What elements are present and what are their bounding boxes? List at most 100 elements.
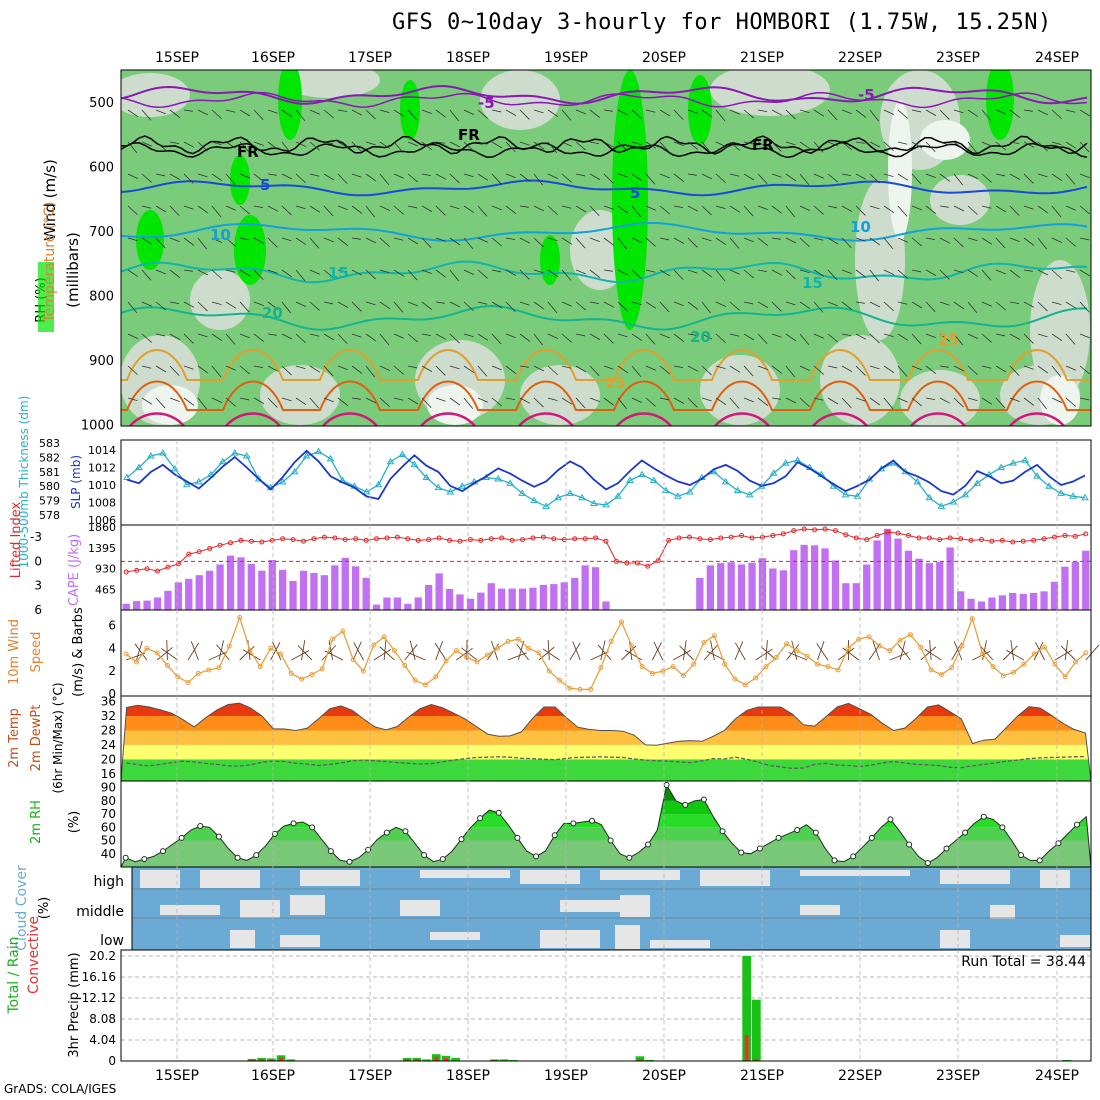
thickness-point: [578, 493, 586, 501]
wind-barb: [617, 301, 628, 312]
upper-content: [121, 70, 1091, 426]
wind-barb: [155, 365, 167, 373]
wind-barb: [281, 269, 293, 278]
rh-point: [159, 848, 166, 855]
li-point: [728, 534, 734, 540]
barb10m: [628, 640, 633, 661]
thickness-point: [590, 499, 598, 506]
wind-barb: [841, 141, 853, 151]
run-total-label: Run Total = 38.44: [961, 954, 1086, 970]
cape-bar: [352, 566, 360, 610]
wind-barb: [337, 141, 349, 148]
rh-point: [197, 823, 204, 829]
wind10m-point: [330, 636, 336, 642]
slp-frame: [120, 439, 1092, 526]
wind-barb: [925, 109, 937, 116]
barb10m: [929, 640, 932, 661]
precip-ylabel-a: Total / Rain: [6, 936, 22, 1014]
wind-barb: [981, 397, 993, 405]
thickness-point: [374, 480, 383, 488]
wind-barb: [127, 397, 138, 401]
barb10m: [242, 649, 261, 661]
thickness-tick: 581: [39, 466, 60, 479]
li-point: [447, 537, 453, 543]
wind-barb: [295, 333, 306, 344]
wind10m-point: [577, 686, 583, 692]
wind-barb: [421, 397, 432, 409]
wind-barb: [687, 397, 698, 408]
wind-barb: [547, 205, 558, 216]
wind-barb: [463, 205, 475, 214]
wind-barb: [407, 109, 418, 121]
barb10m: [547, 640, 550, 661]
date-label-bottom: 21SEP: [740, 1068, 784, 1084]
wind-barb: [869, 205, 880, 210]
wind-barb: [1065, 333, 1076, 345]
temp-ylabel-b: 2m DewPt: [29, 705, 44, 772]
wind10m-point: [742, 682, 748, 688]
upper-air-panel: -5 FR FR FR -5 5 5 10 10 15 15 20 20 25 25 500 600 700 800…: [34, 69, 1092, 434]
wind-barb: [239, 109, 251, 117]
wind-barb: [295, 173, 306, 184]
wind-barb: [295, 109, 306, 121]
rh-point: [775, 834, 782, 841]
rh-point: [794, 826, 801, 833]
wind10m-point: [1011, 669, 1017, 675]
wind-barb: [631, 365, 642, 377]
wind-barb: [127, 301, 138, 313]
li-point: [1083, 531, 1089, 537]
wind-barb: [897, 205, 908, 217]
cape-li-panel: -3 0 3 6 1860 1395 930 465 Lifted Index CAPE (J/k…: [9, 501, 1092, 617]
thickness-point: [135, 463, 143, 470]
rh-point: [495, 809, 502, 816]
wind-barb: [211, 365, 222, 377]
wind-barb: [617, 333, 628, 338]
wind-barb: [197, 173, 208, 178]
cape-bar: [133, 601, 141, 610]
wind-barb: [225, 269, 236, 273]
wind-barb: [589, 173, 601, 180]
cape-bar: [153, 597, 162, 610]
wind-barb: [421, 205, 433, 212]
wind10m-point: [907, 632, 913, 638]
wind-barb: [645, 173, 656, 185]
barb10m: [572, 641, 581, 661]
wind-barb: [281, 397, 292, 402]
li-point: [707, 537, 713, 543]
wind-barb: [617, 141, 628, 152]
wind-barb: [1051, 397, 1063, 403]
thickness-point: [973, 479, 982, 486]
wind10m-point: [608, 638, 614, 644]
barb10m: [134, 643, 148, 661]
wind-barb: [715, 109, 726, 121]
barb10m: [842, 647, 860, 661]
wind10m-point: [876, 643, 882, 649]
wind-barb: [239, 301, 250, 313]
contour-label: -5: [478, 94, 495, 112]
li-point: [384, 535, 390, 541]
wind-barb: [743, 397, 754, 403]
wind-barb: [449, 397, 461, 406]
cloud-clear-area: [1040, 870, 1070, 888]
cape-bar: [164, 590, 172, 610]
li-point: [655, 558, 661, 564]
wind-barb: [827, 109, 838, 121]
barb10m: [507, 652, 527, 661]
rh-point: [943, 845, 950, 852]
wind-barb: [785, 173, 797, 182]
thickness-point: [925, 493, 934, 501]
rh-light-area: [1030, 260, 1090, 400]
wind-barb: [477, 109, 488, 119]
cape-bar: [779, 570, 787, 610]
wind-barb: [337, 205, 348, 210]
rh-point: [756, 845, 763, 852]
wind-barb: [155, 333, 166, 337]
li-point: [165, 564, 171, 570]
wind10m-point: [237, 614, 243, 620]
wind-barb: [239, 397, 250, 401]
li-point: [269, 537, 275, 543]
upper-ylabel-temp: Temperature (°C): [42, 202, 58, 324]
wind-barb: [505, 365, 517, 375]
wind-barb: [785, 269, 796, 280]
rh-band: [121, 814, 1091, 828]
